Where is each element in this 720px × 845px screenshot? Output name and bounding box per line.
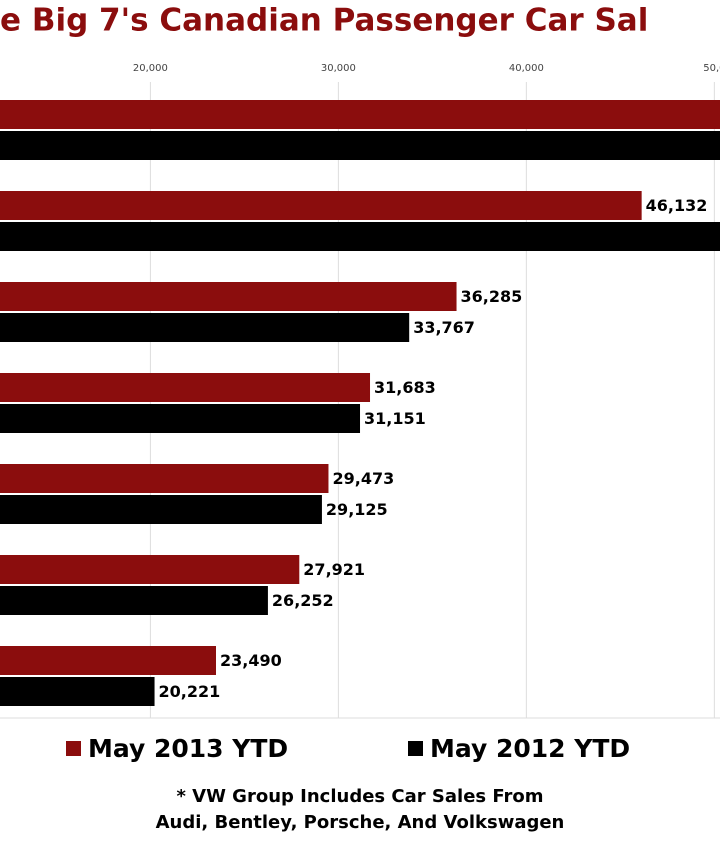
legend-swatch bbox=[408, 741, 423, 756]
legend-label: May 2013 YTD bbox=[88, 734, 288, 763]
data-label: 29,125 bbox=[326, 500, 388, 519]
bar bbox=[0, 313, 410, 342]
bar bbox=[0, 404, 361, 433]
bar bbox=[0, 373, 371, 402]
data-label: 27,921 bbox=[303, 560, 365, 579]
bar bbox=[0, 222, 720, 251]
bar bbox=[0, 131, 720, 160]
data-label: 46,132 bbox=[646, 196, 708, 215]
legend-label: May 2012 YTD bbox=[430, 734, 630, 763]
bar bbox=[0, 191, 642, 220]
data-label: 31,683 bbox=[374, 378, 436, 397]
bar bbox=[0, 586, 268, 615]
bar bbox=[0, 555, 300, 584]
data-label: 31,151 bbox=[364, 409, 426, 428]
bar bbox=[0, 646, 216, 675]
bar bbox=[0, 282, 457, 311]
chart-title: e Big 7's Canadian Passenger Car Sal bbox=[0, 3, 648, 39]
x-tick-label: 20,000 bbox=[133, 63, 168, 74]
footnote: Audi, Bentley, Porsche, And Volkswagen bbox=[156, 812, 565, 833]
bar bbox=[0, 495, 322, 524]
data-label: 26,252 bbox=[272, 591, 334, 610]
x-tick-label: 40,000 bbox=[509, 63, 544, 74]
data-label: 20,221 bbox=[159, 682, 221, 701]
bar bbox=[0, 677, 155, 706]
data-label: 23,490 bbox=[220, 651, 282, 670]
x-tick-label: 50,0 bbox=[703, 63, 720, 74]
bar bbox=[0, 464, 329, 493]
data-label: 29,473 bbox=[332, 469, 394, 488]
bar bbox=[0, 100, 720, 129]
data-label: 36,285 bbox=[461, 287, 523, 306]
data-label: 33,767 bbox=[413, 318, 475, 337]
x-tick-label: 30,000 bbox=[321, 63, 356, 74]
legend-swatch bbox=[66, 741, 81, 756]
footnote: * VW Group Includes Car Sales From bbox=[176, 786, 543, 807]
